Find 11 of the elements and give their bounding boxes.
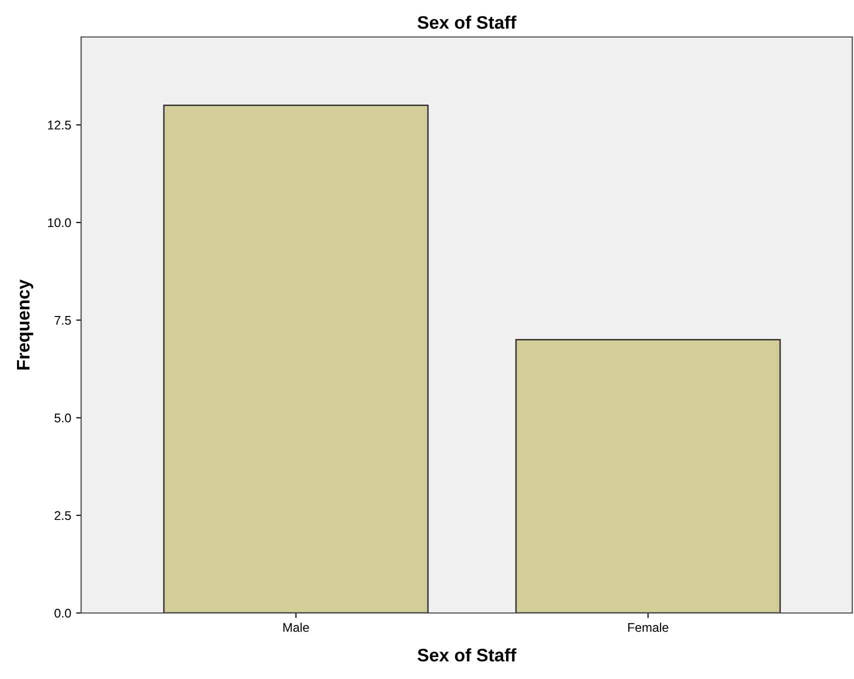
y-tick-label: 10.0 (48, 218, 71, 228)
y-tick-label: 7.5 (54, 316, 71, 325)
y-tick-label: 5.0 (54, 414, 71, 422)
x-axis-title: Sex of Staff (418, 648, 516, 662)
y-tick-label: 2.5 (54, 511, 71, 520)
y-tick-label: 12.5 (48, 120, 71, 130)
x-tick-label: Female (628, 622, 668, 632)
y-tick-label: 0.0 (54, 608, 71, 618)
chart-title: Sex of Staff (418, 16, 516, 29)
x-tick-label: Male (283, 622, 309, 632)
y-axis-title: Frequency (17, 279, 34, 370)
